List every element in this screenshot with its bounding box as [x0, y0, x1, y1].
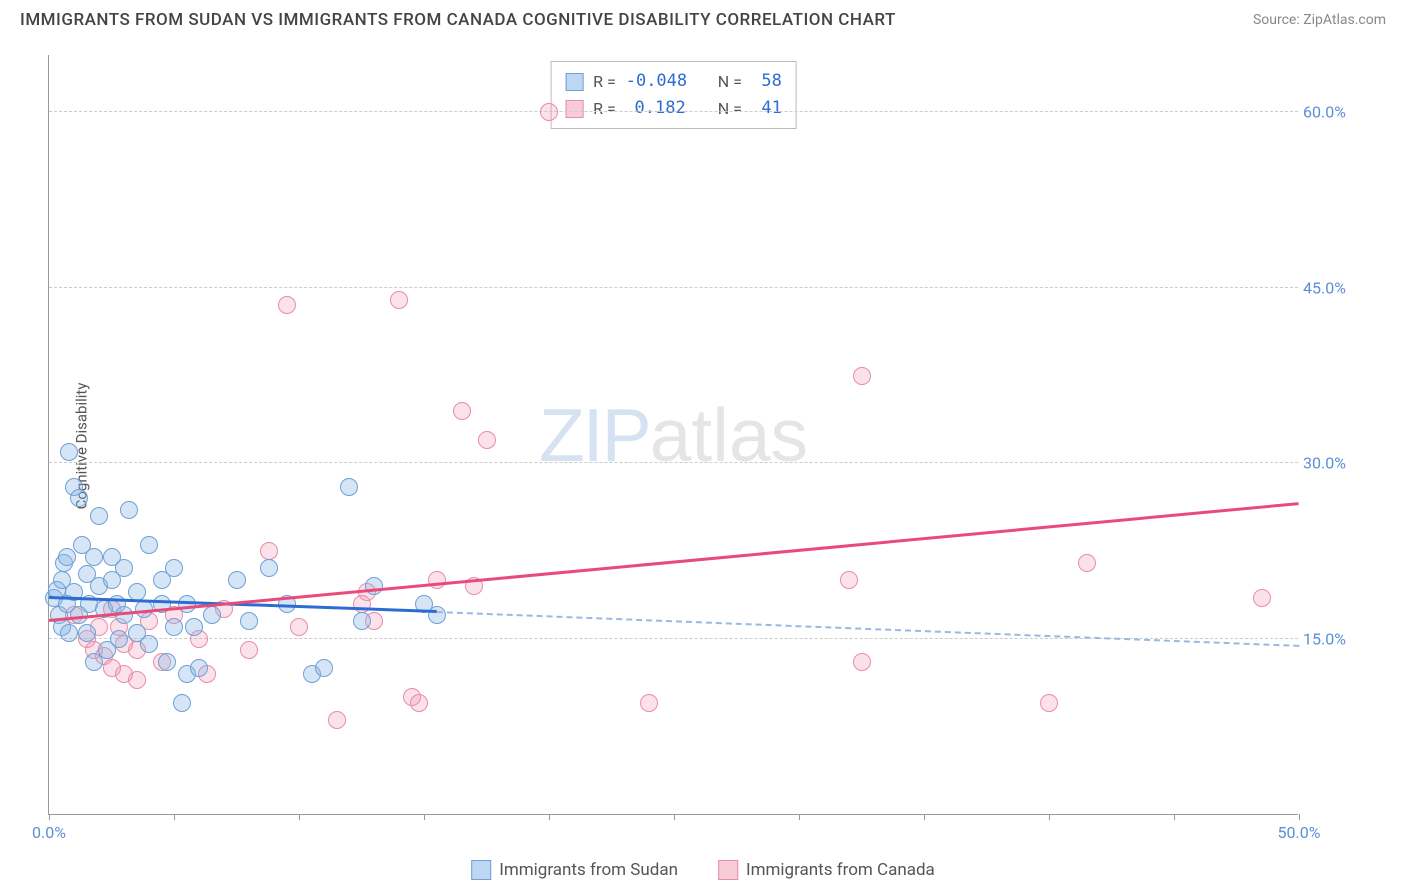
data-point-sudan	[173, 694, 191, 712]
data-point-canada	[640, 694, 658, 712]
data-point-sudan	[240, 612, 258, 630]
data-point-sudan	[140, 635, 158, 653]
data-point-canada	[410, 694, 428, 712]
data-point-canada	[1040, 694, 1058, 712]
data-point-sudan	[110, 630, 128, 648]
data-point-sudan	[315, 659, 333, 677]
data-point-sudan	[140, 536, 158, 554]
data-point-sudan	[85, 548, 103, 566]
legend: Immigrants from Sudan Immigrants from Ca…	[471, 860, 935, 880]
chart-container: ZIPatlas R = -0.048 N = 58 R = 0.182 N =…	[48, 55, 1368, 815]
stats-row-canada: R = 0.182 N = 41	[565, 95, 782, 122]
legend-label-sudan: Immigrants from Sudan	[499, 860, 678, 880]
y-tick-label: 60.0%	[1303, 103, 1368, 122]
correlation-stats-box: R = -0.048 N = 58 R = 0.182 N = 41	[550, 61, 797, 129]
n-value-canada: 41	[752, 95, 782, 122]
x-tick-label: 0.0%	[32, 823, 66, 842]
x-tick	[1174, 814, 1175, 820]
data-point-canada	[1078, 554, 1096, 572]
data-point-sudan	[185, 618, 203, 636]
data-point-sudan	[115, 606, 133, 624]
data-point-sudan	[90, 507, 108, 525]
x-tick	[174, 814, 175, 820]
data-point-sudan	[60, 624, 78, 642]
data-point-canada	[290, 618, 308, 636]
x-tick	[549, 814, 550, 820]
data-point-sudan	[260, 559, 278, 577]
trend-line-sudan-extended	[436, 611, 1299, 647]
data-point-sudan	[120, 501, 138, 519]
plot-area: ZIPatlas R = -0.048 N = 58 R = 0.182 N =…	[48, 55, 1298, 815]
data-point-canada	[128, 671, 146, 689]
data-point-canada	[390, 291, 408, 309]
data-point-canada	[428, 571, 446, 589]
gridline	[49, 287, 1298, 288]
data-point-sudan	[158, 653, 176, 671]
y-tick-label: 15.0%	[1303, 629, 1368, 648]
data-point-canada	[453, 402, 471, 420]
x-tick-label: 50.0%	[1278, 823, 1321, 842]
data-point-sudan	[365, 577, 383, 595]
data-point-canada	[328, 711, 346, 729]
x-tick	[1049, 814, 1050, 820]
data-point-sudan	[190, 659, 208, 677]
x-tick	[424, 814, 425, 820]
data-point-sudan	[165, 618, 183, 636]
chart-title: IMMIGRANTS FROM SUDAN VS IMMIGRANTS FROM…	[20, 10, 896, 30]
source-link[interactable]: ZipAtlas.com	[1303, 12, 1386, 28]
data-point-canada	[1253, 589, 1271, 607]
data-point-sudan	[78, 624, 96, 642]
gridline	[49, 111, 1298, 112]
data-point-canada	[853, 367, 871, 385]
r-value-canada: 0.182	[626, 95, 686, 122]
source-attribution: Source: ZipAtlas.com	[1253, 12, 1386, 28]
legend-swatch-canada	[718, 860, 738, 880]
n-value-sudan: 58	[752, 68, 782, 95]
data-point-sudan	[353, 612, 371, 630]
data-point-sudan	[228, 571, 246, 589]
swatch-canada	[565, 100, 583, 118]
watermark: ZIPatlas	[539, 392, 808, 478]
x-tick	[674, 814, 675, 820]
data-point-canada	[478, 431, 496, 449]
y-tick-label: 45.0%	[1303, 278, 1368, 297]
data-point-canada	[240, 641, 258, 659]
data-point-canada	[540, 103, 558, 121]
data-point-canada	[853, 653, 871, 671]
legend-item-sudan: Immigrants from Sudan	[471, 860, 678, 880]
x-tick	[1299, 814, 1300, 820]
data-point-sudan	[340, 478, 358, 496]
r-value-sudan: -0.048	[626, 68, 686, 95]
data-point-sudan	[203, 606, 221, 624]
data-point-canada	[278, 296, 296, 314]
x-tick	[49, 814, 50, 820]
legend-item-canada: Immigrants from Canada	[718, 860, 935, 880]
stats-row-sudan: R = -0.048 N = 58	[565, 68, 782, 95]
legend-swatch-sudan	[471, 860, 491, 880]
legend-label-canada: Immigrants from Canada	[746, 860, 935, 880]
data-point-canada	[840, 571, 858, 589]
y-tick-label: 30.0%	[1303, 454, 1368, 473]
data-point-sudan	[58, 548, 76, 566]
swatch-sudan	[565, 73, 583, 91]
data-point-sudan	[165, 559, 183, 577]
trend-line-canada	[49, 502, 1299, 621]
data-point-sudan	[60, 443, 78, 461]
x-tick	[924, 814, 925, 820]
data-point-sudan	[70, 489, 88, 507]
data-point-canada	[260, 542, 278, 560]
x-tick	[299, 814, 300, 820]
data-point-sudan	[115, 559, 133, 577]
x-tick	[799, 814, 800, 820]
gridline	[49, 462, 1298, 463]
